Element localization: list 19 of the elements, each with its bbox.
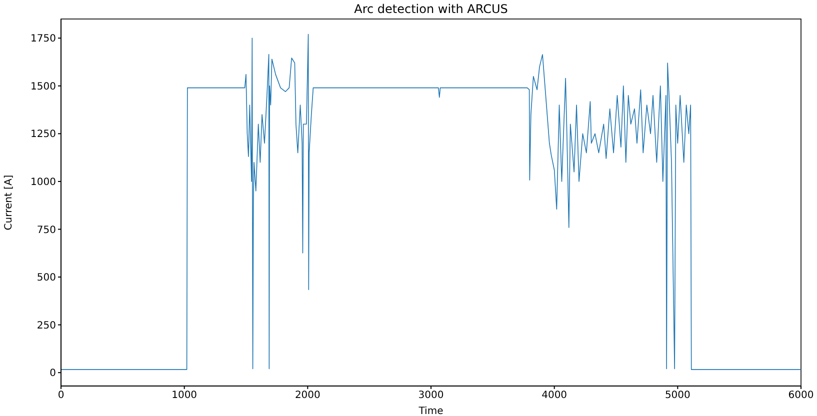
line-series xyxy=(61,34,801,370)
y-tick-label: 500 xyxy=(36,272,56,284)
chart-title: Arc detection with ARCUS xyxy=(353,2,509,16)
y-tick-label: 0 xyxy=(50,368,56,380)
x-tick-label: 5000 xyxy=(664,390,690,402)
x-axis-title: Time xyxy=(418,406,444,416)
y-tick-label: 1250 xyxy=(30,129,56,140)
y-tick-label: 1000 xyxy=(30,177,56,188)
x-tick-label: 3000 xyxy=(418,390,444,402)
y-tick-label: 750 xyxy=(36,224,56,236)
x-tick-label: 2000 xyxy=(294,390,320,402)
x-tick-label: 6000 xyxy=(788,390,814,402)
y-tick-label: 1750 xyxy=(30,34,56,45)
y-tick-label: 250 xyxy=(36,320,56,332)
x-tick-label: 4000 xyxy=(542,390,568,402)
y-axis-title: Current [A] xyxy=(4,174,15,230)
y-tick-label: 1500 xyxy=(30,81,56,92)
x-tick-label: 0 xyxy=(58,390,64,402)
x-tick-label: 1000 xyxy=(172,390,198,402)
